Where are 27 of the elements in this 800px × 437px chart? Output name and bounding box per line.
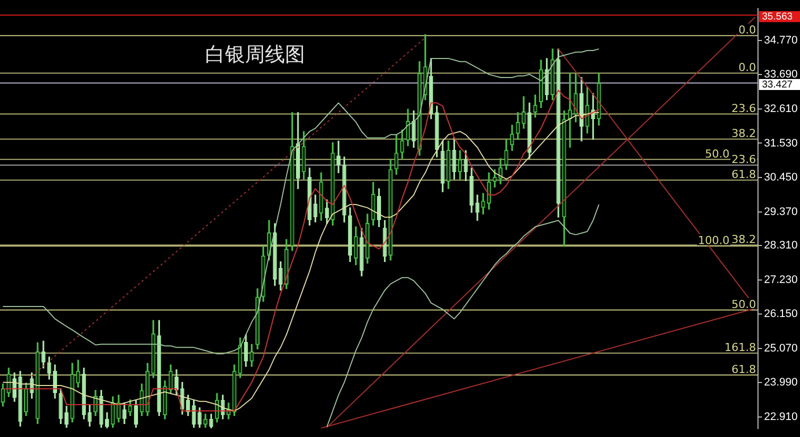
- annotation: 23.6: [732, 153, 756, 166]
- y-tick-label: 22.910: [764, 411, 798, 423]
- annotation: 161.8: [724, 341, 756, 354]
- annotation: 38.2: [732, 127, 756, 140]
- y-tick-label: 25.070: [764, 342, 798, 354]
- annotation: 61.8: [732, 168, 756, 182]
- y-tick-label: 30.450: [764, 172, 798, 184]
- annotation: 0.0: [738, 24, 756, 37]
- ref-line-label: 35.563: [762, 11, 794, 22]
- annotation: 0.0: [738, 61, 756, 74]
- annotation: 38.2: [732, 233, 756, 246]
- y-tick-label: 27.230: [764, 274, 798, 286]
- annotation: 50.0: [732, 298, 756, 311]
- y-tick-label: 34.770: [764, 34, 798, 46]
- y-tick-label: 23.990: [764, 376, 798, 389]
- annotation: 23.6: [732, 102, 756, 116]
- text: 白银周线图: [205, 42, 305, 66]
- y-tick-label: 29.370: [764, 206, 798, 218]
- y-tick-label: 31.530: [764, 137, 798, 150]
- y-tick-label: 32.610: [764, 102, 798, 115]
- annotation: 61.8: [732, 363, 756, 376]
- y-tick-label: 28.310: [764, 240, 798, 252]
- annotation: 100.0: [698, 234, 730, 248]
- y-tick-label: 26.150: [764, 308, 798, 320]
- ref-line-label: 33.427: [762, 79, 794, 90]
- annotation: 50.0: [705, 147, 730, 160]
- y-tick-label: 33.690: [764, 68, 798, 81]
